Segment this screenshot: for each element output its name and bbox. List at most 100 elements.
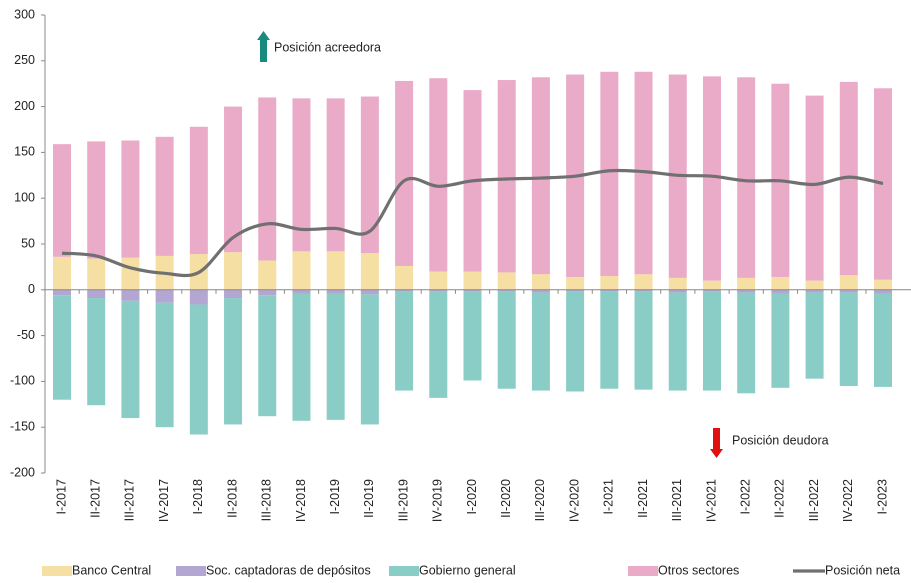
- bar: [258, 260, 277, 290]
- bar: [805, 95, 824, 281]
- bar: [258, 289, 277, 296]
- bar: [292, 289, 311, 294]
- bar: [839, 289, 858, 293]
- x-tick-label: II-2022: [773, 479, 787, 518]
- bar: [737, 77, 756, 278]
- bar: [702, 76, 721, 281]
- bar: [497, 80, 516, 273]
- x-tick-label: II-2019: [362, 479, 376, 518]
- bar: [395, 289, 414, 292]
- bar: [189, 126, 208, 255]
- x-tick-label: I-2023: [875, 479, 889, 514]
- bar: [121, 300, 140, 419]
- bar: [805, 289, 824, 293]
- bar: [429, 291, 448, 398]
- bar: [224, 298, 243, 425]
- bar: [531, 292, 550, 391]
- bar: [292, 251, 311, 290]
- bar: [463, 289, 482, 292]
- bar: [155, 289, 174, 303]
- bar: [429, 78, 448, 272]
- legend-label: Soc. captadoras de depósitos: [206, 563, 371, 577]
- bar: [395, 80, 414, 266]
- arrow-up: [257, 31, 270, 62]
- y-tick-label: 300: [14, 7, 35, 21]
- bar: [737, 277, 756, 290]
- bar: [771, 276, 790, 290]
- bar: [566, 289, 585, 292]
- bar: [737, 292, 756, 394]
- bar: [600, 71, 619, 277]
- bar: [634, 274, 653, 290]
- x-tick-label: III-2017: [123, 479, 137, 521]
- bar: [395, 291, 414, 391]
- x-tick-label: I-2018: [191, 479, 205, 514]
- x-tick-label: IV-2021: [704, 479, 718, 522]
- legend-label: Gobierno general: [419, 563, 516, 577]
- x-tick-label: II-2020: [499, 479, 513, 518]
- bar: [155, 136, 174, 256]
- legend-label: Otros sectores: [658, 563, 739, 577]
- x-tick-label: III-2022: [807, 479, 821, 521]
- bar: [87, 289, 106, 299]
- y-tick-label: 250: [14, 53, 35, 67]
- bar: [531, 77, 550, 275]
- y-tick-label: 200: [14, 99, 35, 113]
- bar: [874, 279, 892, 290]
- x-tick-label: II-2018: [225, 479, 239, 518]
- bar: [53, 295, 71, 400]
- bar: [429, 289, 448, 292]
- bar: [668, 289, 687, 293]
- bar: [53, 289, 71, 296]
- annotation: Posición deudora: [732, 433, 829, 447]
- bar: [326, 251, 345, 290]
- arrow-down: [710, 428, 723, 458]
- bar: [805, 292, 824, 379]
- x-tick-label: I-2020: [465, 479, 479, 514]
- bar: [805, 280, 824, 290]
- bar: [668, 277, 687, 290]
- bar: [360, 294, 379, 425]
- bar: [189, 304, 208, 435]
- bar: [224, 106, 243, 253]
- bar: [121, 289, 140, 301]
- y-tick-label: 100: [14, 190, 35, 204]
- bar: [258, 97, 277, 261]
- x-tick-label: IV-2020: [567, 479, 581, 522]
- bar: [600, 276, 619, 290]
- bar: [87, 141, 106, 259]
- bar: [463, 271, 482, 290]
- bar: [292, 293, 311, 421]
- bar: [360, 253, 379, 290]
- bar: [121, 257, 140, 290]
- x-tick-label: I-2019: [328, 479, 342, 514]
- bar: [258, 295, 277, 417]
- annotation: Posición acreedora: [274, 40, 381, 54]
- bar: [497, 291, 516, 389]
- bar: [874, 289, 892, 294]
- x-tick-label: IV-2018: [294, 479, 308, 522]
- x-tick-label: II-2021: [636, 479, 650, 518]
- bar: [771, 289, 790, 294]
- bar: [531, 289, 550, 293]
- legend-label: Banco Central: [72, 563, 151, 577]
- bar: [839, 292, 858, 386]
- y-tick-label: 0: [28, 282, 35, 296]
- legend-swatch: [389, 566, 419, 576]
- bar: [87, 258, 106, 290]
- bar: [566, 276, 585, 290]
- bar: [600, 291, 619, 389]
- bar: [189, 289, 208, 305]
- bar: [87, 298, 106, 406]
- bar: [326, 289, 345, 294]
- legend-swatch: [176, 566, 206, 576]
- legend-label: Posición neta: [825, 563, 900, 577]
- x-tick-label: IV-2019: [431, 479, 445, 522]
- y-tick-label: 50: [21, 236, 35, 250]
- y-tick-label: -50: [17, 328, 35, 342]
- bar: [874, 293, 892, 387]
- bar: [155, 302, 174, 428]
- x-tick-label: IV-2022: [841, 479, 855, 522]
- bar: [121, 140, 140, 258]
